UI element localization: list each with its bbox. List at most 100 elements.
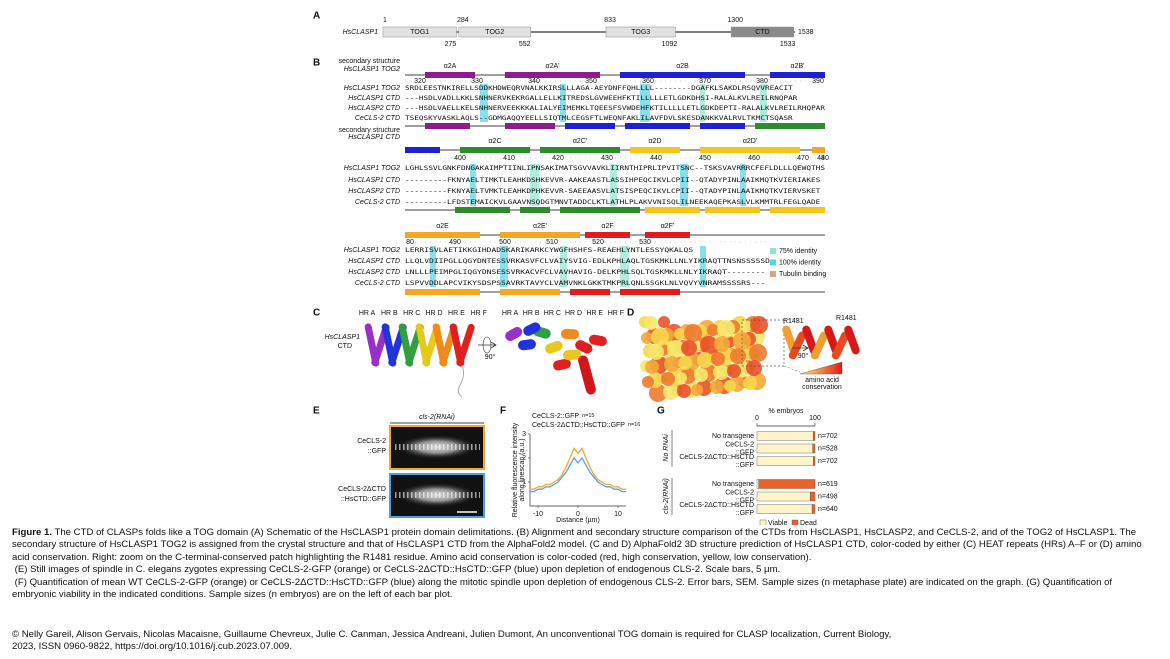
helix-bar — [645, 207, 700, 213]
data-line — [530, 447, 626, 490]
helix — [788, 331, 807, 360]
panel-label: F — [500, 406, 506, 417]
x-axis-label: % embryos — [768, 408, 804, 415]
surface-atom — [750, 316, 768, 334]
helix — [553, 358, 571, 371]
ruler-number: 520 — [592, 239, 604, 246]
caption-text: (F) Quantification of mean WT CeCLS-2-GF… — [12, 576, 1113, 601]
caption-paragraph: (F) Quantification of mean WT CeCLS-2-GF… — [12, 577, 1158, 602]
identity-shade — [700, 84, 705, 122]
helix-bar — [540, 147, 620, 153]
sequence: LNLLLPEIMPGLIQGYDNSESSVRKACVFCLVAVHAVIG-… — [405, 268, 765, 276]
panel-label: D — [627, 308, 634, 319]
sequence-name: HsCLASP1 CTD — [348, 177, 400, 184]
bar-segment — [756, 504, 813, 514]
hr-label: HR A — [502, 310, 519, 317]
domain — [605, 26, 676, 38]
legend-name: CeCLS-2ΔCTD::HsCTD::GFP — [532, 422, 625, 429]
x-tick-label: 0 — [755, 415, 759, 422]
group-label: No RNAi — [663, 434, 670, 462]
surface-atom — [674, 328, 686, 340]
ruler-number: 440 — [650, 155, 662, 162]
identity-shade — [610, 164, 617, 206]
category-label: ::GFP — [736, 510, 755, 517]
bar-segment — [756, 443, 813, 454]
helix — [561, 328, 579, 340]
rotate-axis — [482, 336, 492, 354]
surface-atom — [658, 316, 670, 328]
figure-label: Figure 1. — [12, 527, 52, 538]
surface-atom — [713, 364, 729, 380]
group-label: cls-2(RNAi) — [663, 478, 670, 514]
identity-shade — [620, 246, 629, 287]
ruler-number: 330 — [471, 78, 483, 85]
ruler-number: 460 — [748, 155, 760, 162]
zoom-lines — [783, 317, 801, 373]
hr-label: HR E — [448, 310, 465, 317]
x-tick-label: 0 — [576, 511, 580, 518]
helix-bar — [625, 123, 690, 129]
surface-atom — [717, 320, 735, 338]
sequence: SRDLEESTNKIRELLSDDKHDWEQRVNALKKIRSLLLAGA… — [405, 84, 793, 92]
helix-bar — [500, 289, 560, 295]
helix-bar — [755, 123, 825, 129]
hr-label: HR B — [381, 310, 398, 317]
y-axis-label: along linescan (a.u.) — [519, 438, 526, 501]
surface-atom — [710, 380, 724, 394]
domain-end: 552 — [519, 41, 531, 48]
ruler-number: 410 — [503, 155, 515, 162]
sequence-name: HsCLASP1 CTD — [348, 258, 400, 265]
citation-line: © Nelly Gareil, Alison Gervais, Nicolas … — [12, 629, 892, 640]
identity-shade — [640, 84, 650, 122]
surface-atom — [691, 384, 703, 396]
surface-atom — [684, 324, 702, 342]
sequence: LGHLSSVLGNKFDNGAKAIMPTIINLIPNSAKIMATSGVV… — [405, 164, 825, 172]
panel-label: E — [313, 406, 320, 417]
helix-label: α2E' — [533, 223, 547, 230]
surface-atom — [707, 324, 719, 336]
ruler-number: 430 — [601, 155, 613, 162]
surface-atom — [641, 332, 653, 344]
zoom-box — [741, 319, 785, 367]
helix-label: α2C — [489, 138, 502, 145]
bar-segment — [756, 479, 759, 489]
helix-bar — [460, 147, 530, 153]
panel-label: G — [657, 406, 665, 417]
ruler-number: 480 — [817, 155, 829, 162]
helix-label: α2B — [676, 63, 689, 70]
surface-atom — [651, 328, 669, 346]
strain-label: CeCLS-2 — [357, 438, 386, 445]
x-tick-label: 100 — [809, 415, 821, 422]
helix — [844, 325, 860, 355]
bar-segment — [813, 456, 816, 466]
sequence-name: CeCLS-2 CTD — [355, 115, 400, 122]
helix — [831, 331, 850, 360]
domain — [458, 26, 531, 38]
scale-label: amino acid — [805, 377, 839, 384]
identity-shade — [680, 164, 688, 206]
sequence: TSEQSKYVASKLAQLS--GDMGAQQYEELLSIQTMLCEGS… — [405, 114, 793, 122]
helix-bar — [645, 232, 690, 238]
sequence-name: HsCLASP1 TOG2 — [344, 85, 400, 92]
domain-name: CTD — [755, 29, 769, 36]
domain-start: 284 — [457, 17, 469, 24]
legend-name: CeCLS-2::GFP — [532, 413, 579, 420]
helix-label: α2A — [444, 63, 457, 70]
legend-label: Tubulin binding — [779, 271, 826, 278]
strain-label: CeCLS-2ΔCTD — [338, 486, 386, 493]
helix-label: α2F' — [661, 223, 675, 230]
bar-segment — [758, 479, 816, 489]
legend-swatch — [770, 271, 776, 277]
legend-swatch — [770, 248, 776, 254]
legend-swatch — [791, 519, 799, 525]
x-tick-label: -10 — [533, 511, 543, 518]
helix-bar — [700, 123, 745, 129]
helix — [563, 349, 581, 361]
strain-label: ::GFP — [368, 448, 387, 455]
hr-label: HR F — [471, 310, 487, 317]
protein-name: HsCLASP1 — [343, 29, 379, 36]
x-tick-label: 10 — [614, 511, 622, 518]
panel-label: B — [313, 58, 320, 69]
panel-label: A — [313, 11, 320, 22]
